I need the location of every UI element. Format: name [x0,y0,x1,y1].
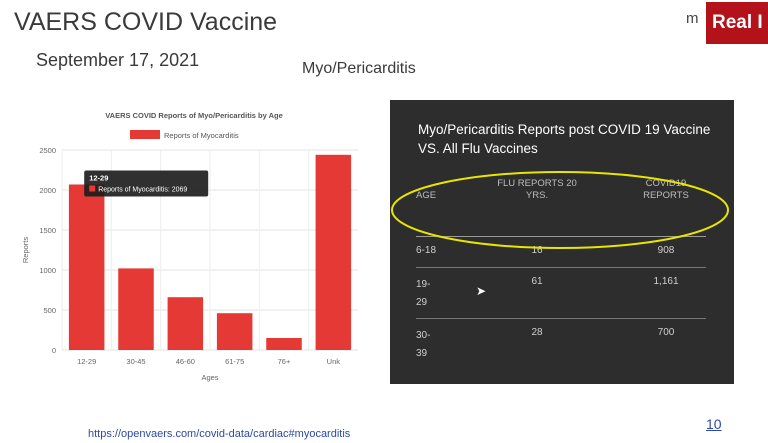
cell-flu: 16 [531,245,543,256]
cell-age: 6-18 [416,245,437,256]
x-tick-label: 46-60 [176,357,195,366]
bar [216,313,253,350]
y-tick-label: 2500 [39,146,56,155]
page-number: 10 [706,416,722,432]
table-row: 30-39 28 700 [416,319,706,369]
cell-covid: 700 [657,327,675,338]
tooltip-title: 12-29 [89,173,108,182]
myocarditis-bar-chart: VAERS COVID Reports of Myo/Pericarditis … [18,104,370,386]
header-flu-reports: FLU REPORTS 20 YRS. [497,178,577,201]
chart-title: VAERS COVID Reports of Myo/Pericarditis … [105,111,283,120]
y-tick-label: 1000 [39,266,56,275]
x-tick-label: Unk [327,357,341,366]
mouse-cursor-icon: ➤ [476,284,487,298]
x-axis-label: Ages [201,373,218,382]
y-tick-label: 500 [43,306,56,315]
x-tick-label: 76+ [278,357,291,366]
x-tick-label: 12-29 [77,357,96,366]
tooltip-text: Reports of Myocarditis: 2069 [98,186,187,193]
comparison-table: AGE FLU REPORTS 20 YRS. COVID19 REPORTS … [416,176,706,369]
tooltip-box [84,170,209,197]
y-tick-label: 1500 [39,226,56,235]
table-row: 19-29 61 1,161 [416,268,706,319]
bar [167,297,204,350]
y-axis-label: Reports [21,237,30,264]
legend-swatch [130,130,160,139]
bar [315,154,352,350]
table-heading: Myo/Pericarditis Reports post COVID 19 V… [418,122,711,156]
legend-label: Reports of Myocarditis [164,131,239,140]
slide-date: September 17, 2021 [36,50,200,70]
bar [266,338,302,350]
cell-age: 19-29 [416,279,431,308]
x-tick-label: 30-45 [126,357,145,366]
header-age: AGE [416,190,437,201]
source-link[interactable]: https://openvaers.com/covid-data/cardiac… [88,428,351,440]
table-header-row: AGE FLU REPORTS 20 YRS. COVID19 REPORTS [416,176,706,237]
cell-covid: 1,161 [653,276,679,287]
x-tick-label: 61-75 [225,357,244,366]
y-tick-label: 2000 [39,186,56,195]
tooltip-swatch [89,185,96,192]
cell-covid: 908 [657,245,675,256]
table-row: 6-18 16 908 [416,237,706,268]
bar [118,268,154,350]
slide-title: VAERS COVID Vaccine [14,8,278,36]
comparison-table-panel: Myo/Pericarditis Reports post COVID 19 V… [390,100,734,384]
slide-subtitle: Myo/Pericarditis [302,60,416,77]
chart-svg: VAERS COVID Reports of Myo/Pericarditis … [21,111,358,382]
cell-flu: 61 [531,276,543,287]
header-covid-reports: COVID19 REPORTS [643,178,689,201]
bar [68,184,105,350]
real-badge: Real I [706,2,768,44]
logo-fragment: m [686,10,699,27]
y-tick-label: 0 [52,346,56,355]
cell-age: 30-39 [416,330,431,359]
cell-flu: 28 [531,327,543,338]
